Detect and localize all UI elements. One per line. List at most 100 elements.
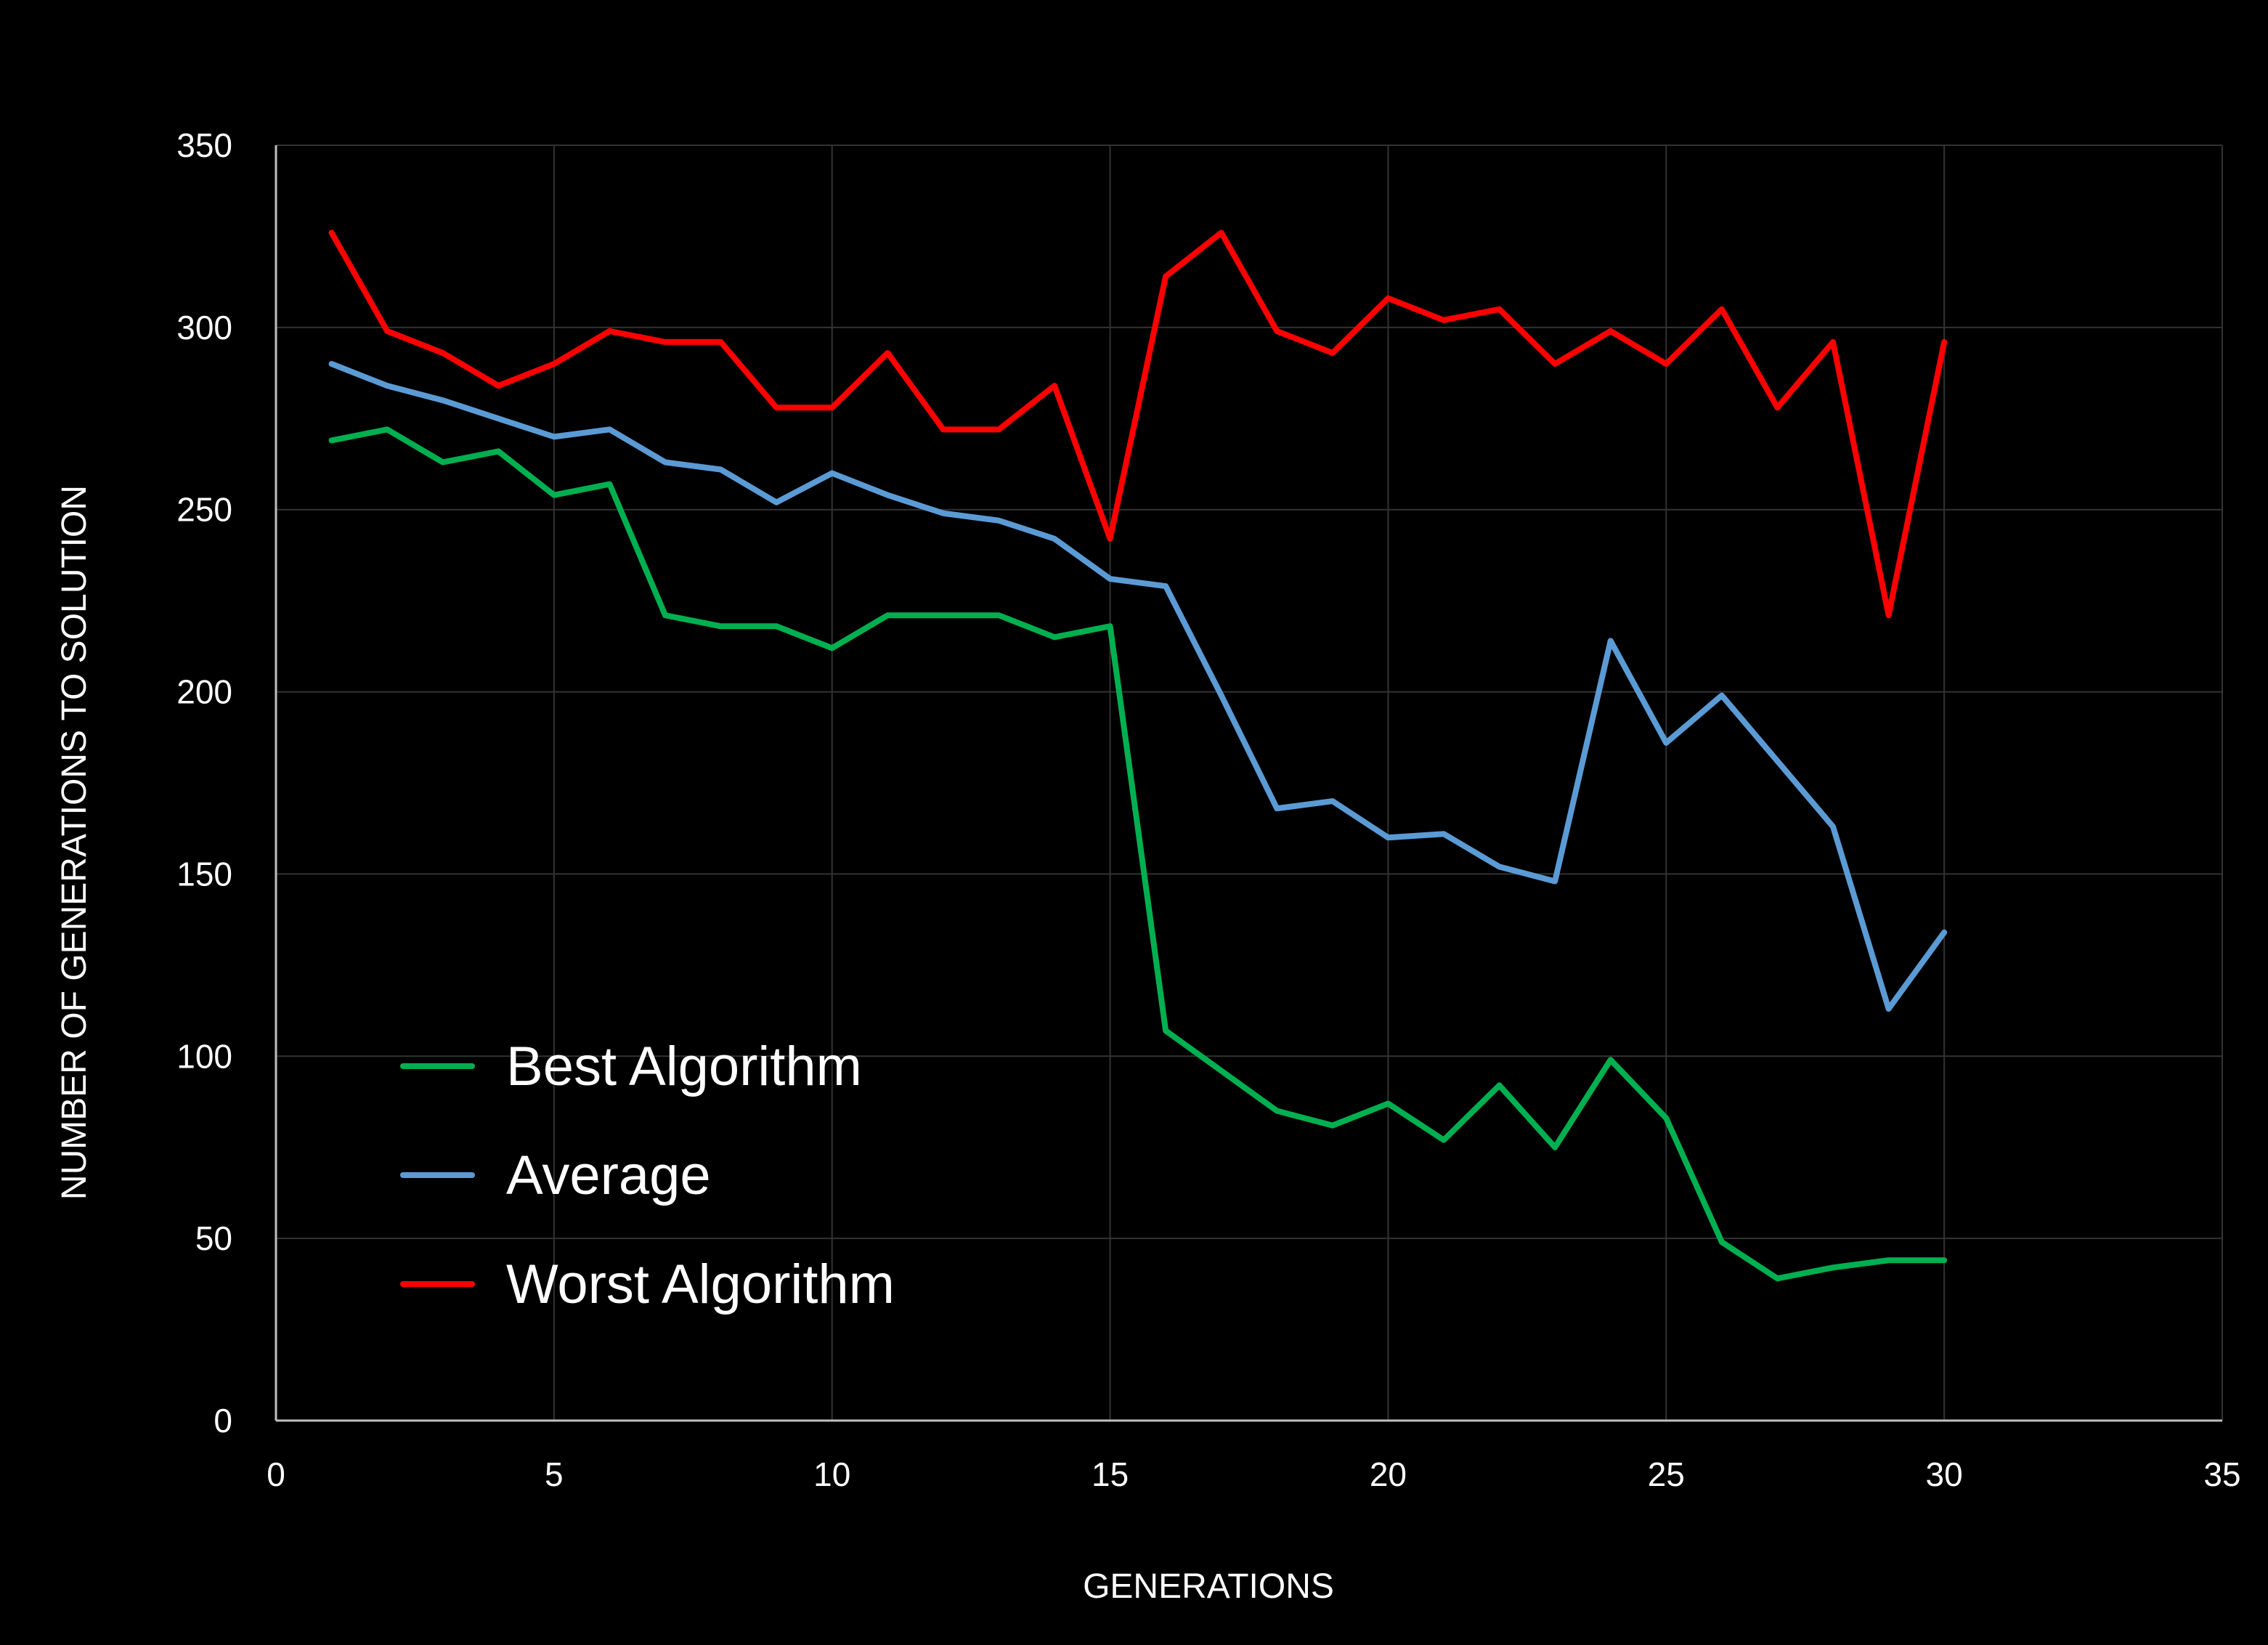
data-point <box>1276 1110 1278 1112</box>
data-point <box>1276 330 1278 332</box>
legend-label-3: Worst Algorithm <box>506 1254 895 1315</box>
data-point <box>553 363 555 365</box>
data-point <box>1498 866 1500 868</box>
y-tick-label: 200 <box>176 673 232 711</box>
legend-label-1: Best Algorithm <box>506 1036 862 1097</box>
data-point <box>330 232 333 234</box>
data-point <box>1887 1259 1890 1262</box>
data-point <box>609 428 611 431</box>
data-point <box>442 399 444 402</box>
tick-labels: 0 50 100 150 200 250 300 350 0 5 10 15 20 25 30 35 <box>176 126 2240 1493</box>
data-point <box>1665 363 1667 365</box>
y-tick-label: 100 <box>176 1037 232 1075</box>
data-point <box>776 407 778 409</box>
series-line-2 <box>328 361 1948 1012</box>
data-point <box>1331 1124 1333 1126</box>
data-point <box>497 450 500 452</box>
y-axis-title: NUMBER OF GENERATIONS TO SOLUTION <box>55 485 94 1200</box>
y-tick-label: 300 <box>176 309 232 346</box>
data-point <box>1331 352 1333 354</box>
data-point <box>1054 636 1055 638</box>
data-point <box>1609 330 1611 332</box>
y-tick-label: 0 <box>214 1402 232 1439</box>
data-point <box>776 625 778 627</box>
x-tick-label: 10 <box>813 1455 850 1493</box>
data-point <box>1443 1139 1444 1141</box>
legend: Best Algorithm Average Worst Algorithm <box>400 1036 895 1315</box>
data-point <box>998 428 1000 431</box>
axes <box>275 145 2222 1422</box>
data-point <box>609 330 611 332</box>
data-point <box>776 501 778 503</box>
data-point <box>1443 319 1444 321</box>
data-point <box>1387 1102 1389 1105</box>
data-point <box>1109 625 1111 627</box>
data-point <box>664 461 666 463</box>
data-point <box>1220 232 1222 234</box>
y-tick-label: 150 <box>176 855 232 893</box>
data-point <box>720 468 722 471</box>
data-point <box>1054 537 1055 540</box>
data-point <box>609 483 611 485</box>
data-point <box>1776 407 1779 409</box>
data-point <box>1443 833 1444 835</box>
data-point <box>1720 694 1723 696</box>
data-point <box>720 341 722 343</box>
data-point <box>1832 826 1834 828</box>
series-line-1 <box>328 426 1948 1282</box>
data-point <box>1776 1278 1779 1280</box>
data-point <box>1832 1267 1834 1269</box>
data-point <box>1220 1070 1222 1072</box>
data-point <box>1109 537 1111 540</box>
data-point <box>1720 308 1723 310</box>
data-point <box>1220 694 1222 696</box>
data-point <box>1387 297 1389 299</box>
data-point <box>942 512 944 514</box>
data-point <box>1054 385 1055 387</box>
data-point <box>386 428 389 431</box>
data-point <box>998 614 1000 617</box>
data-point <box>1887 1008 1890 1010</box>
x-tick-label: 0 <box>267 1455 285 1493</box>
data-point <box>1165 585 1167 588</box>
data-point <box>720 625 722 627</box>
y-tick-label: 250 <box>176 491 232 529</box>
data-point <box>386 385 389 387</box>
data-point <box>887 494 889 496</box>
data-point <box>1554 1146 1556 1148</box>
series-line-3 <box>328 230 1948 619</box>
x-tick-label: 25 <box>1648 1455 1685 1493</box>
data-point <box>1498 308 1500 310</box>
data-point <box>1165 1030 1167 1032</box>
data-point <box>1665 1117 1667 1119</box>
data-point <box>1887 614 1890 617</box>
data-point <box>1165 275 1167 277</box>
data-point <box>1109 578 1111 580</box>
x-tick-label: 15 <box>1092 1455 1129 1493</box>
data-point <box>1498 1084 1500 1086</box>
y-tick-label: 50 <box>195 1219 232 1257</box>
data-point <box>831 472 833 474</box>
data-point <box>330 363 333 365</box>
data-point <box>831 407 833 409</box>
data-point <box>330 439 333 442</box>
data-point <box>442 461 444 463</box>
data-point <box>1665 742 1667 744</box>
data-point <box>887 352 889 354</box>
data-point <box>664 614 666 617</box>
data-point <box>553 436 555 438</box>
data-point <box>1832 341 1834 343</box>
x-tick-label: 30 <box>1926 1455 1963 1493</box>
data-point <box>1331 800 1333 803</box>
data-point <box>1387 837 1389 839</box>
data-point <box>553 494 555 496</box>
x-tick-label: 5 <box>545 1455 564 1493</box>
data-point <box>1609 1059 1611 1061</box>
data-point <box>1554 880 1556 882</box>
data-point <box>1943 1259 1946 1262</box>
x-tick-label: 20 <box>1370 1455 1407 1493</box>
gridlines <box>276 145 2223 1421</box>
y-tick-label: 350 <box>176 126 232 164</box>
